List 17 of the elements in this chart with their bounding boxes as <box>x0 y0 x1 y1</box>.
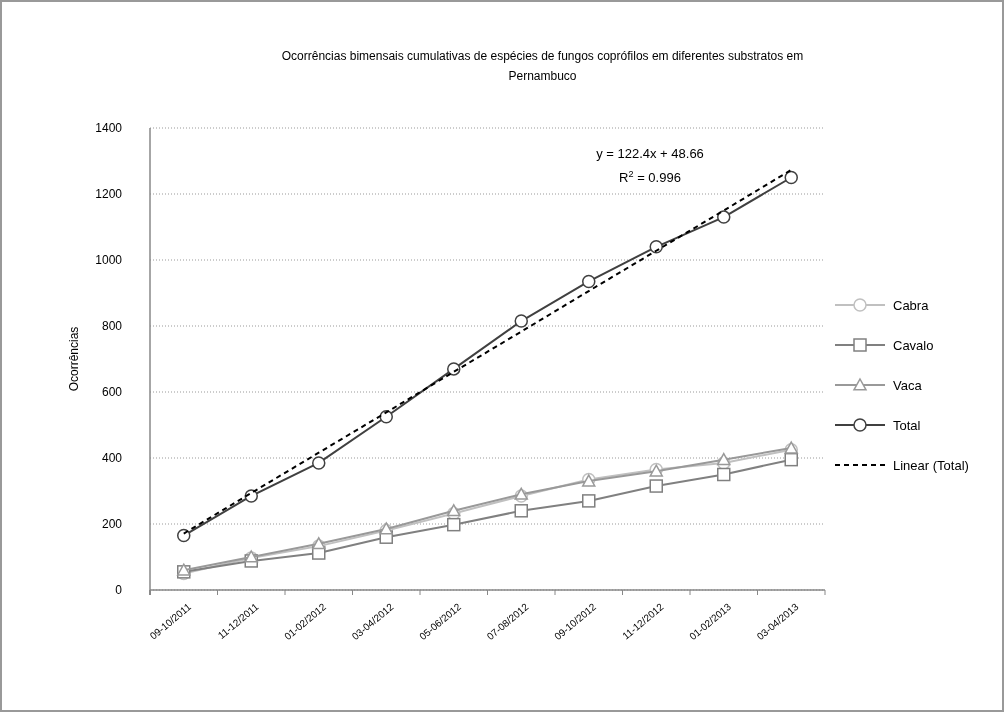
y-tick-label: 1200 <box>95 187 123 202</box>
y-tick-label: 0 <box>115 583 123 598</box>
y-tick-label: 1000 <box>95 253 123 268</box>
y-axis-title: Ocorrências <box>67 326 81 392</box>
y-tick-label: 400 <box>101 451 123 466</box>
y-tick-label: 600 <box>101 385 123 400</box>
y-tick-label: 1400 <box>95 121 123 136</box>
legend-label: Cabra <box>893 297 930 313</box>
y-tick-label: 800 <box>101 319 123 334</box>
annotation: R$^{2}$ = 0.996 <box>619 169 681 185</box>
legend-label: Linear (Total) <box>893 457 969 473</box>
annotation: y = 122.4x + 48.66 <box>596 146 704 161</box>
y-tick-label: 200 <box>101 517 123 532</box>
chart-title: Ocorrências bimensais cumulativas de espécies de fungos coprófilos em diferentes substratos em Pernambuco <box>281 49 804 83</box>
legend-label: Total <box>893 417 921 433</box>
legend-label: Cavalo <box>893 337 934 353</box>
legend-label: Vaca <box>893 377 923 393</box>
